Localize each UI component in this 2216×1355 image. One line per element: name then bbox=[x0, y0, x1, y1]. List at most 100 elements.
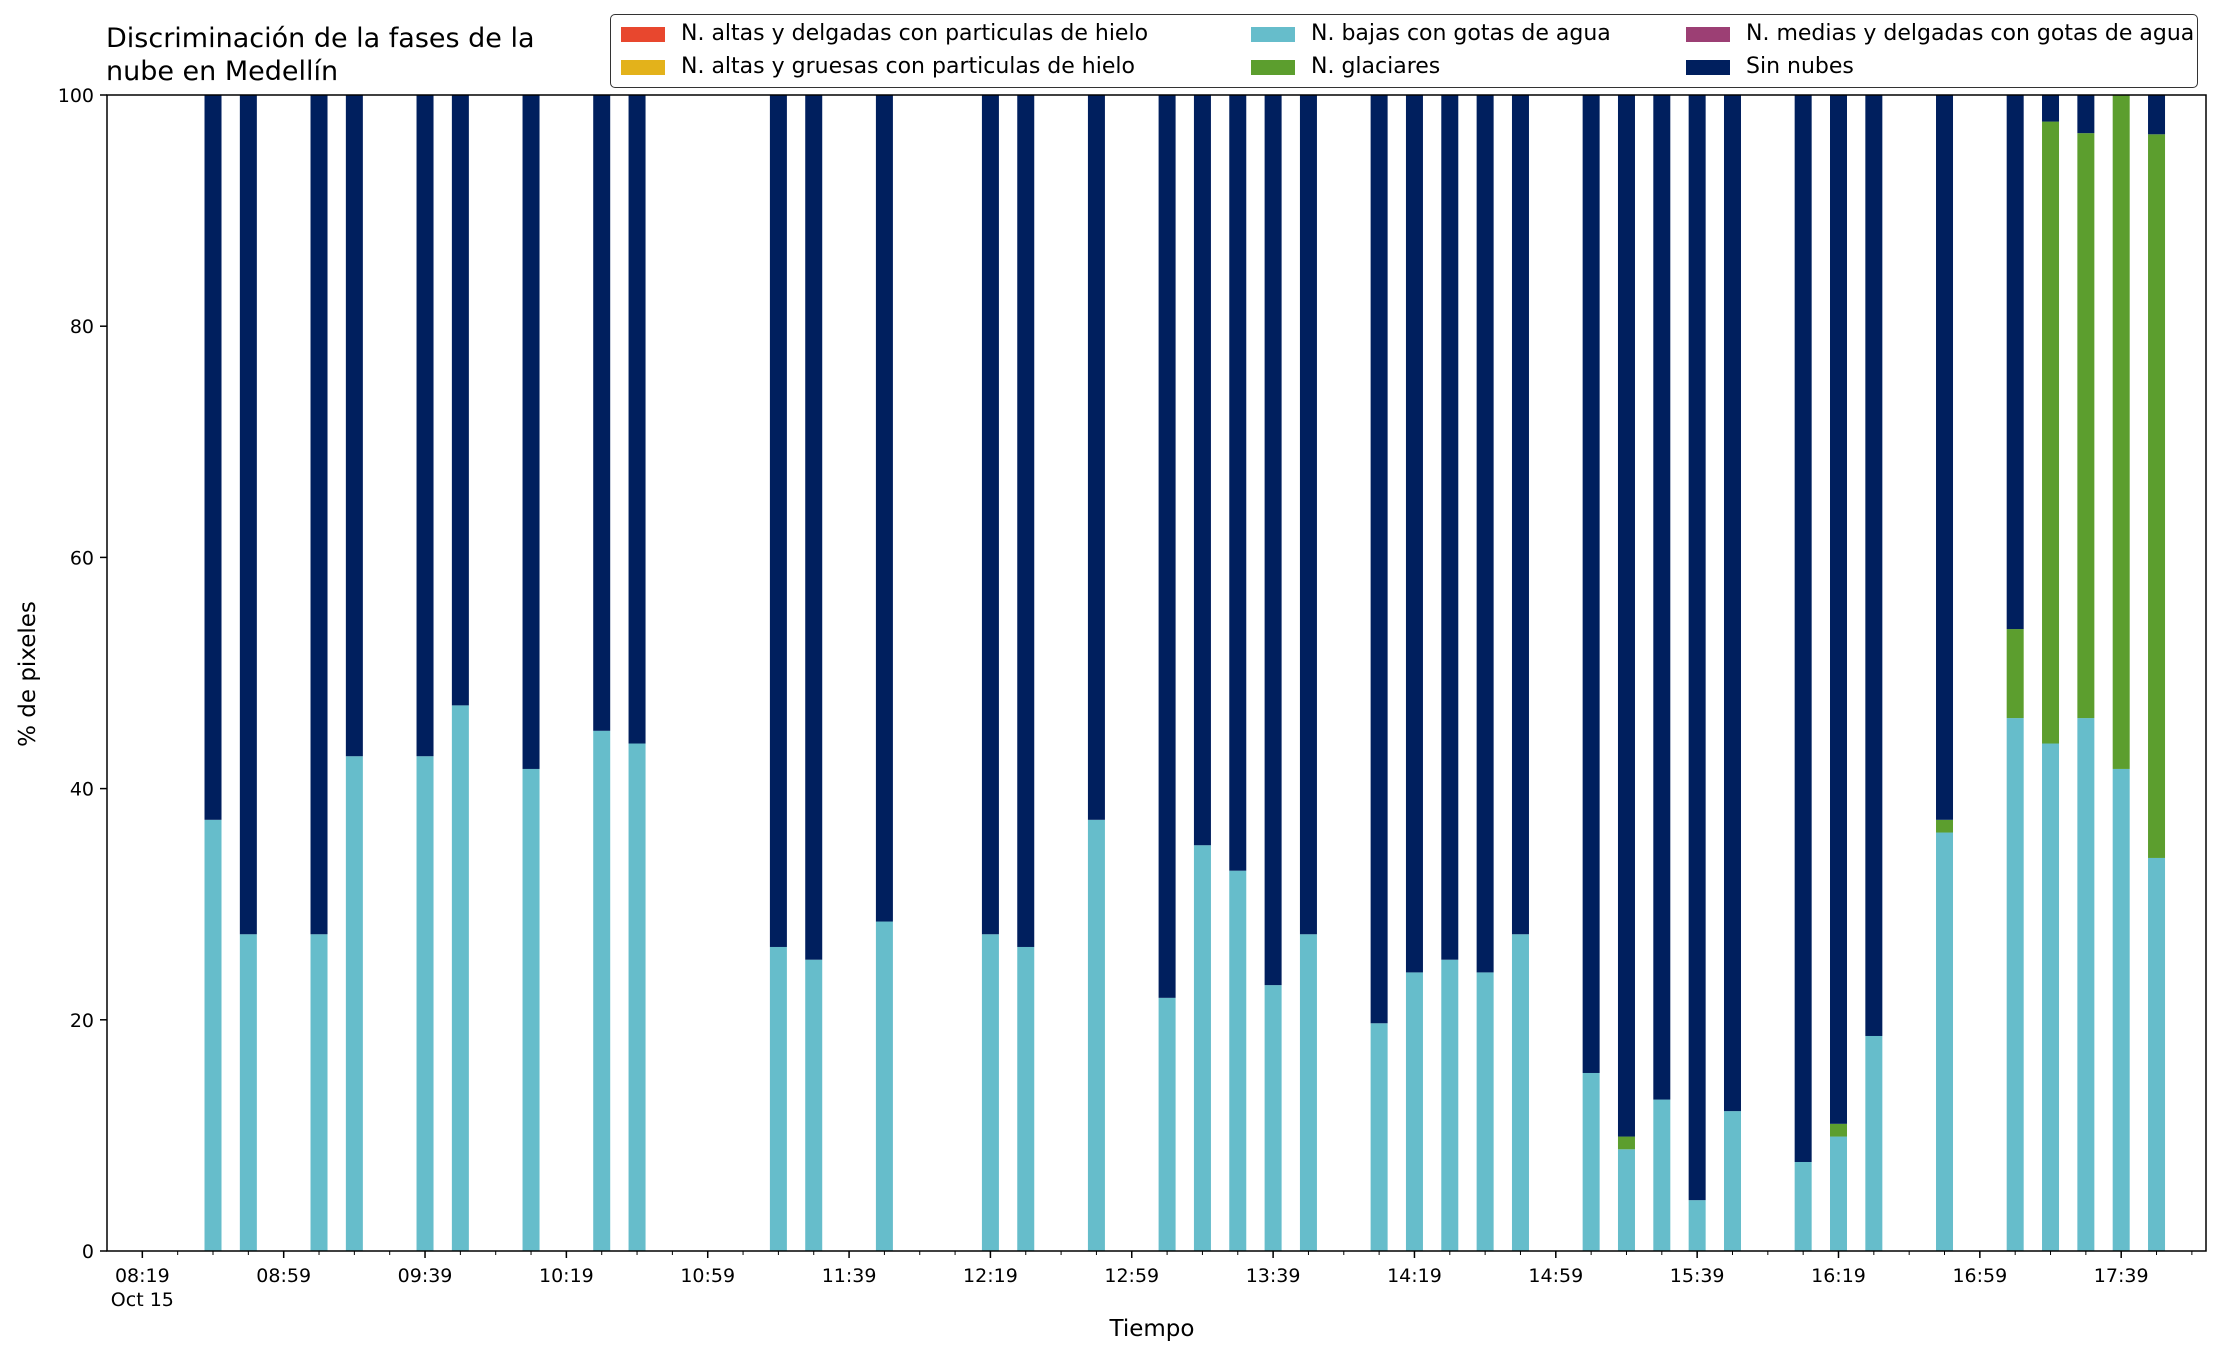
y-tick-label: 40 bbox=[70, 779, 94, 801]
x-tick-label: 10:19 bbox=[539, 1265, 594, 1287]
x-axis-label: Tiempo bbox=[1109, 1316, 1195, 1342]
x-tick-label: 15:39 bbox=[1670, 1265, 1725, 1287]
legend-swatch bbox=[1251, 59, 1295, 75]
bar-sin-nubes bbox=[1476, 95, 1494, 973]
bar-bajas bbox=[2006, 718, 2024, 1251]
bar-stack-1719 bbox=[2042, 95, 2060, 1251]
bar-stack-1009 bbox=[522, 95, 540, 1251]
legend-swatch bbox=[1686, 59, 1730, 75]
bar-glaciares bbox=[1830, 1123, 1847, 1137]
bar-sin-nubes bbox=[1370, 95, 1388, 1024]
bar-stack-1509 bbox=[1582, 95, 1600, 1251]
bar-bajas bbox=[1017, 946, 1035, 1251]
bar-sin-nubes bbox=[1617, 95, 1635, 1137]
bar-sin-nubes bbox=[805, 95, 823, 960]
bar-bajas bbox=[310, 934, 328, 1251]
bar-bajas bbox=[1441, 959, 1459, 1251]
legend-label: N. bajas con gotas de agua bbox=[1311, 21, 1611, 46]
legend-label: Sin nubes bbox=[1746, 54, 1854, 79]
bar-stack-1549 bbox=[1723, 95, 1741, 1251]
bar-bajas bbox=[451, 705, 469, 1251]
bar-bajas bbox=[1723, 1111, 1741, 1251]
bar-stack-1349 bbox=[1299, 95, 1317, 1251]
bar-sin-nubes bbox=[204, 95, 222, 820]
bar-bajas bbox=[2148, 857, 2166, 1251]
bar-bajas bbox=[1617, 1149, 1635, 1251]
bar-stack-1729 bbox=[2077, 95, 2095, 1251]
legend-item: N. medias y delgadas con gotas de agua bbox=[1686, 20, 2194, 48]
y-tick-label: 60 bbox=[70, 547, 94, 569]
bar-sin-nubes bbox=[1936, 95, 1954, 820]
x-tick-label: 14:19 bbox=[1387, 1265, 1442, 1287]
bar-stack-1119 bbox=[769, 95, 787, 1251]
legend-label: N. altas y delgadas con particulas de hi… bbox=[681, 21, 1149, 46]
bar-stack-1709 bbox=[2006, 95, 2024, 1251]
bar-sin-nubes bbox=[522, 95, 540, 769]
bar-bajas bbox=[1264, 985, 1282, 1251]
bar-sin-nubes bbox=[1582, 95, 1600, 1073]
bar-stack-1309 bbox=[1158, 95, 1176, 1251]
bar-stack-1219 bbox=[981, 95, 999, 1251]
bar-bajas bbox=[981, 934, 999, 1251]
bar-stack-1539 bbox=[1688, 95, 1706, 1251]
x-tick-label: 08:19 bbox=[115, 1265, 170, 1287]
x-tick-label: 08:59 bbox=[256, 1265, 311, 1287]
bar-sin-nubes bbox=[2148, 95, 2166, 135]
bar-stack-0849 bbox=[239, 95, 257, 1251]
legend-swatch bbox=[1686, 26, 1730, 42]
bar-sin-nubes bbox=[1688, 95, 1706, 1201]
bar-sin-nubes bbox=[875, 95, 893, 922]
bar-sin-nubes bbox=[628, 95, 646, 744]
bar-sin-nubes bbox=[310, 95, 328, 935]
bar-bajas bbox=[2077, 718, 2095, 1251]
bar-bajas bbox=[1511, 934, 1529, 1251]
y-tick-label: 100 bbox=[58, 85, 94, 107]
bar-bajas bbox=[522, 768, 540, 1251]
bar-stack-1249 bbox=[1087, 95, 1105, 1251]
bar-bajas bbox=[1405, 972, 1423, 1251]
x-tick-label: 11:39 bbox=[822, 1265, 877, 1287]
legend-swatch bbox=[621, 26, 665, 42]
legend-item: N. glaciares bbox=[1251, 53, 1440, 81]
bar-stack-1039 bbox=[628, 95, 646, 1251]
bar-stack-1739 bbox=[2112, 95, 2130, 1251]
bar-stack-1449 bbox=[1511, 95, 1529, 1251]
bar-sin-nubes bbox=[1865, 95, 1883, 1036]
bar-sin-nubes bbox=[1193, 95, 1211, 846]
bar-bajas bbox=[1476, 972, 1494, 1251]
legend-label: N. medias y delgadas con gotas de agua bbox=[1746, 21, 2195, 46]
bar-sin-nubes bbox=[1723, 95, 1741, 1112]
bars-layer bbox=[204, 95, 2166, 1251]
x-tick-label: 16:19 bbox=[1811, 1265, 1866, 1287]
y-tick-label: 20 bbox=[70, 1010, 94, 1032]
bar-sin-nubes bbox=[1653, 95, 1671, 1100]
bar-sin-nubes bbox=[1405, 95, 1423, 973]
bar-sin-nubes bbox=[1158, 95, 1176, 998]
bar-sin-nubes bbox=[1441, 95, 1459, 960]
bar-glaciares bbox=[2042, 121, 2060, 744]
bar-stack-1609 bbox=[1794, 95, 1812, 1251]
bar-stack-1529 bbox=[1653, 95, 1671, 1251]
bar-bajas bbox=[769, 946, 787, 1251]
bar-sin-nubes bbox=[1794, 95, 1812, 1162]
chart-title: Discriminación de la fases de la nube en… bbox=[106, 23, 535, 87]
bar-bajas bbox=[1865, 1035, 1883, 1251]
bar-sin-nubes bbox=[451, 95, 469, 706]
bar-glaciares bbox=[2077, 133, 2095, 719]
x-tick-sublabel: Oct 15 bbox=[111, 1289, 174, 1311]
bar-bajas bbox=[2042, 743, 2060, 1251]
bar-bajas bbox=[1087, 819, 1105, 1251]
x-tick-label: 10:59 bbox=[680, 1265, 735, 1287]
bar-bajas bbox=[875, 921, 893, 1251]
bar-sin-nubes bbox=[1299, 95, 1317, 935]
bar-bajas bbox=[628, 743, 646, 1251]
bar-stack-1749 bbox=[2148, 95, 2166, 1251]
bar-stack-1619 bbox=[1830, 95, 1847, 1251]
bar-bajas bbox=[1370, 1023, 1388, 1251]
legend-item: N. bajas con gotas de agua bbox=[1251, 20, 1611, 48]
x-tick-label: 12:19 bbox=[963, 1265, 1018, 1287]
legend-item: N. altas y gruesas con particulas de hie… bbox=[621, 53, 1135, 81]
legend-label: N. altas y gruesas con particulas de hie… bbox=[681, 54, 1135, 79]
bar-stack-1339 bbox=[1264, 95, 1282, 1251]
